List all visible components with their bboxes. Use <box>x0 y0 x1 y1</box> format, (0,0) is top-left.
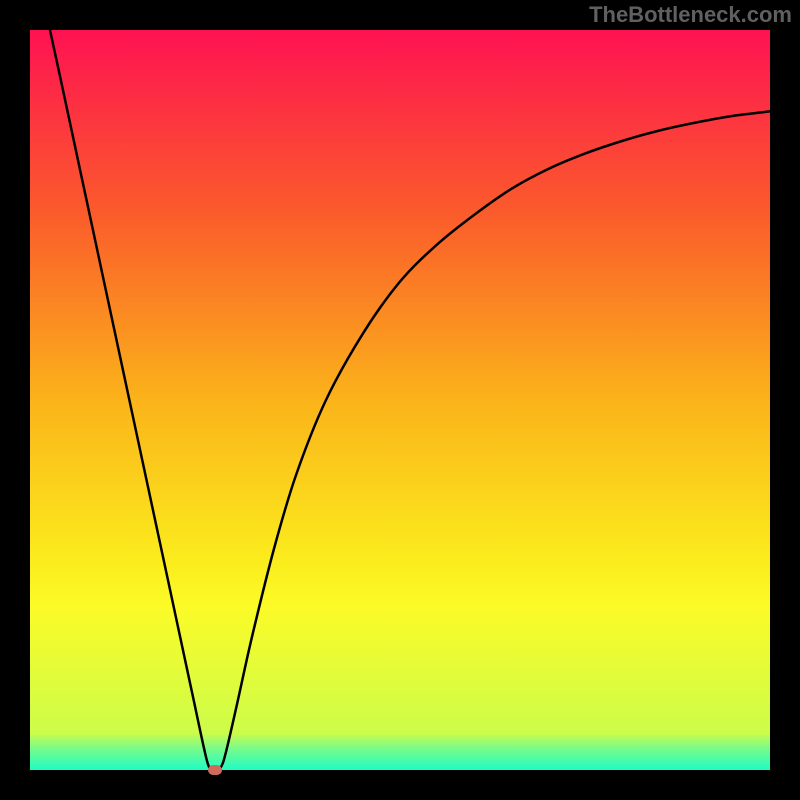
bottleneck-curve <box>50 30 770 770</box>
minimum-marker <box>208 765 222 775</box>
watermark-text: TheBottleneck.com <box>589 2 792 28</box>
curve-svg <box>30 30 770 770</box>
plot-area <box>30 30 770 770</box>
